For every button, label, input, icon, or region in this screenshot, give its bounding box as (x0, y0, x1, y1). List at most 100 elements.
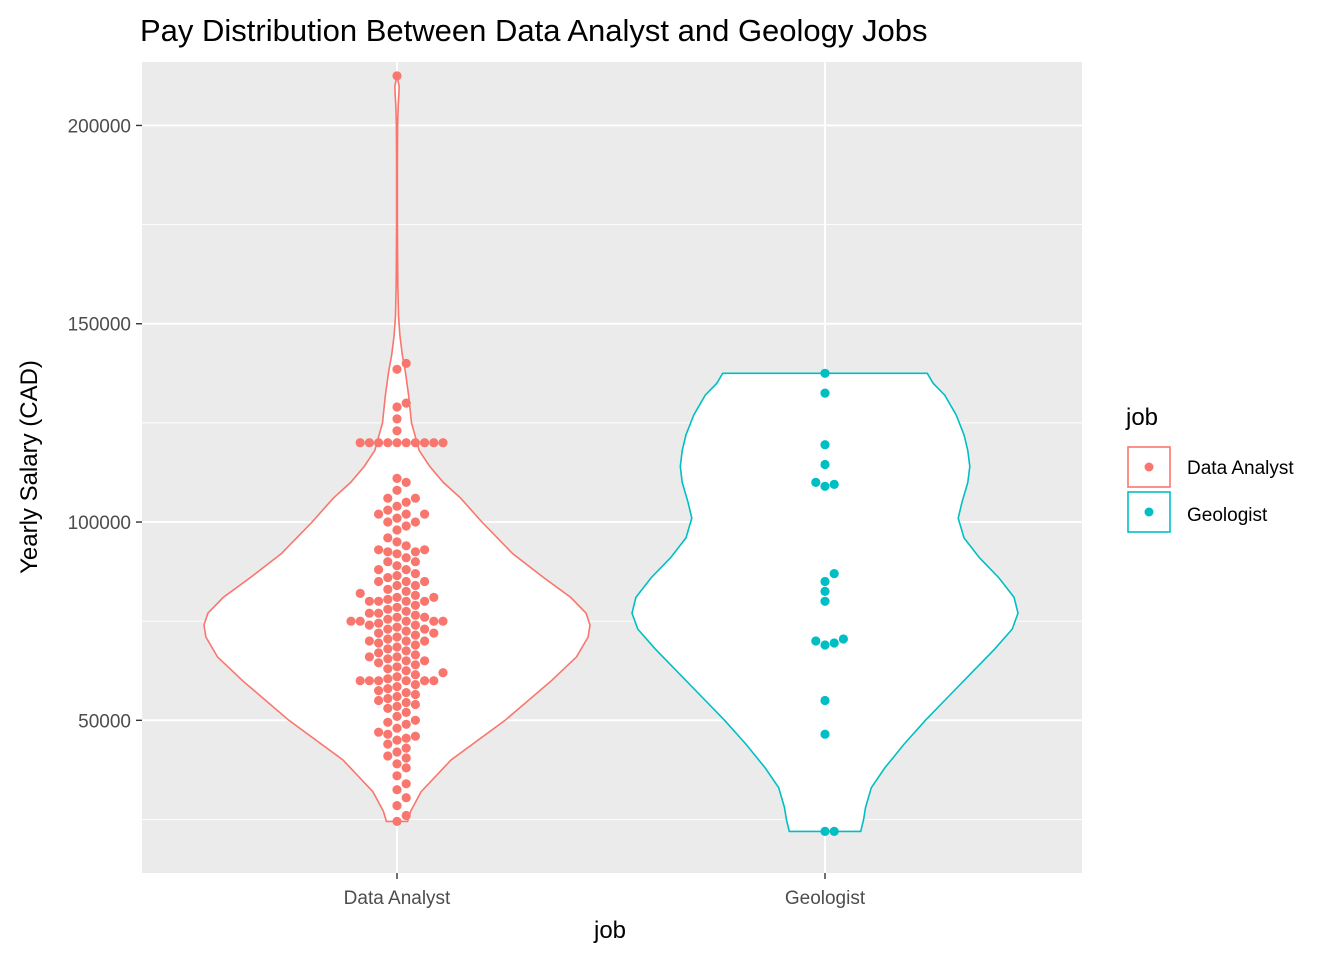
data-point (410, 569, 420, 579)
data-point (374, 608, 384, 618)
data-point (383, 684, 393, 694)
data-point (820, 481, 830, 491)
data-point (383, 729, 393, 739)
data-point (383, 594, 393, 605)
data-point (374, 695, 384, 706)
data-point (392, 642, 402, 652)
data-point (392, 438, 402, 448)
data-point (401, 541, 411, 551)
data-point (364, 652, 374, 662)
data-point (392, 691, 402, 702)
data-point (392, 525, 402, 535)
data-point (392, 711, 402, 722)
data-point (383, 644, 393, 654)
legend-dot-data-analyst (1144, 462, 1154, 472)
x-tick-label: Data Analyst (344, 888, 451, 909)
data-point (820, 459, 830, 470)
data-point (383, 664, 393, 674)
axis-ticks: 50000 100000 150000 200000 Data Analyst Geolo… (68, 116, 866, 909)
data-point (420, 545, 430, 555)
data-point (355, 616, 365, 626)
data-point (392, 612, 402, 622)
data-point (420, 676, 430, 686)
data-point (410, 650, 420, 660)
data-point (383, 614, 393, 624)
data-point (374, 596, 384, 606)
data-point (392, 473, 402, 483)
data-point (383, 557, 393, 567)
data-point (374, 545, 384, 555)
data-point (410, 600, 420, 610)
data-point (401, 616, 411, 626)
data-point (401, 719, 411, 729)
data-point (401, 497, 411, 507)
data-point (383, 693, 393, 704)
data-point (392, 785, 402, 795)
data-point (392, 537, 402, 547)
data-point (364, 636, 374, 646)
data-point (401, 636, 411, 646)
data-point (392, 426, 402, 436)
data-point (820, 586, 830, 597)
data-point (374, 727, 384, 737)
data-point (410, 680, 420, 690)
data-point (392, 580, 402, 591)
data-point (820, 640, 830, 650)
y-tick-label: 150000 (68, 315, 131, 336)
data-point (410, 640, 420, 650)
data-point (820, 368, 830, 378)
data-point (829, 479, 839, 489)
data-point (410, 731, 420, 741)
data-point (392, 414, 402, 424)
data-point (820, 729, 830, 739)
data-point (374, 686, 384, 696)
data-point (374, 618, 384, 628)
data-point (383, 493, 393, 503)
data-point (410, 438, 420, 448)
data-point (410, 715, 420, 725)
data-point (383, 624, 393, 634)
legend-dot-geologist (1144, 507, 1154, 517)
data-point (392, 735, 402, 745)
data-point (392, 682, 402, 692)
data-point (374, 648, 384, 658)
data-point (383, 584, 393, 595)
data-point (429, 592, 439, 603)
data-point (410, 590, 420, 601)
data-point (410, 493, 420, 503)
data-point (392, 549, 402, 559)
data-point (401, 398, 411, 408)
data-point (374, 658, 384, 668)
data-point (392, 602, 402, 612)
data-point (392, 701, 402, 712)
data-point (401, 666, 411, 676)
data-point (410, 699, 420, 710)
data-point (392, 513, 402, 523)
data-point (392, 561, 402, 571)
data-point (355, 438, 365, 448)
data-point (401, 586, 411, 597)
data-point (355, 676, 365, 686)
data-point (374, 576, 384, 587)
data-point (401, 553, 411, 563)
data-point (383, 573, 393, 583)
data-point (401, 793, 411, 803)
data-point (383, 751, 393, 761)
data-point (355, 588, 365, 599)
data-point (401, 646, 411, 656)
data-point (392, 592, 402, 603)
y-tick-label: 200000 (68, 116, 131, 137)
data-point (410, 580, 420, 591)
data-point (383, 654, 393, 664)
data-point (401, 743, 411, 753)
data-point (820, 596, 830, 606)
data-point (383, 604, 393, 614)
data-point (420, 576, 430, 587)
data-point (820, 440, 830, 450)
y-tick-label: 100000 (68, 513, 131, 534)
data-point (392, 723, 402, 733)
legend-label-data-analyst: Data Analyst (1187, 458, 1294, 479)
chart-title: Pay Distribution Between Data Analyst an… (140, 13, 928, 48)
legend-entry-geologist: Geologist (1127, 491, 1268, 533)
data-point (401, 509, 411, 519)
